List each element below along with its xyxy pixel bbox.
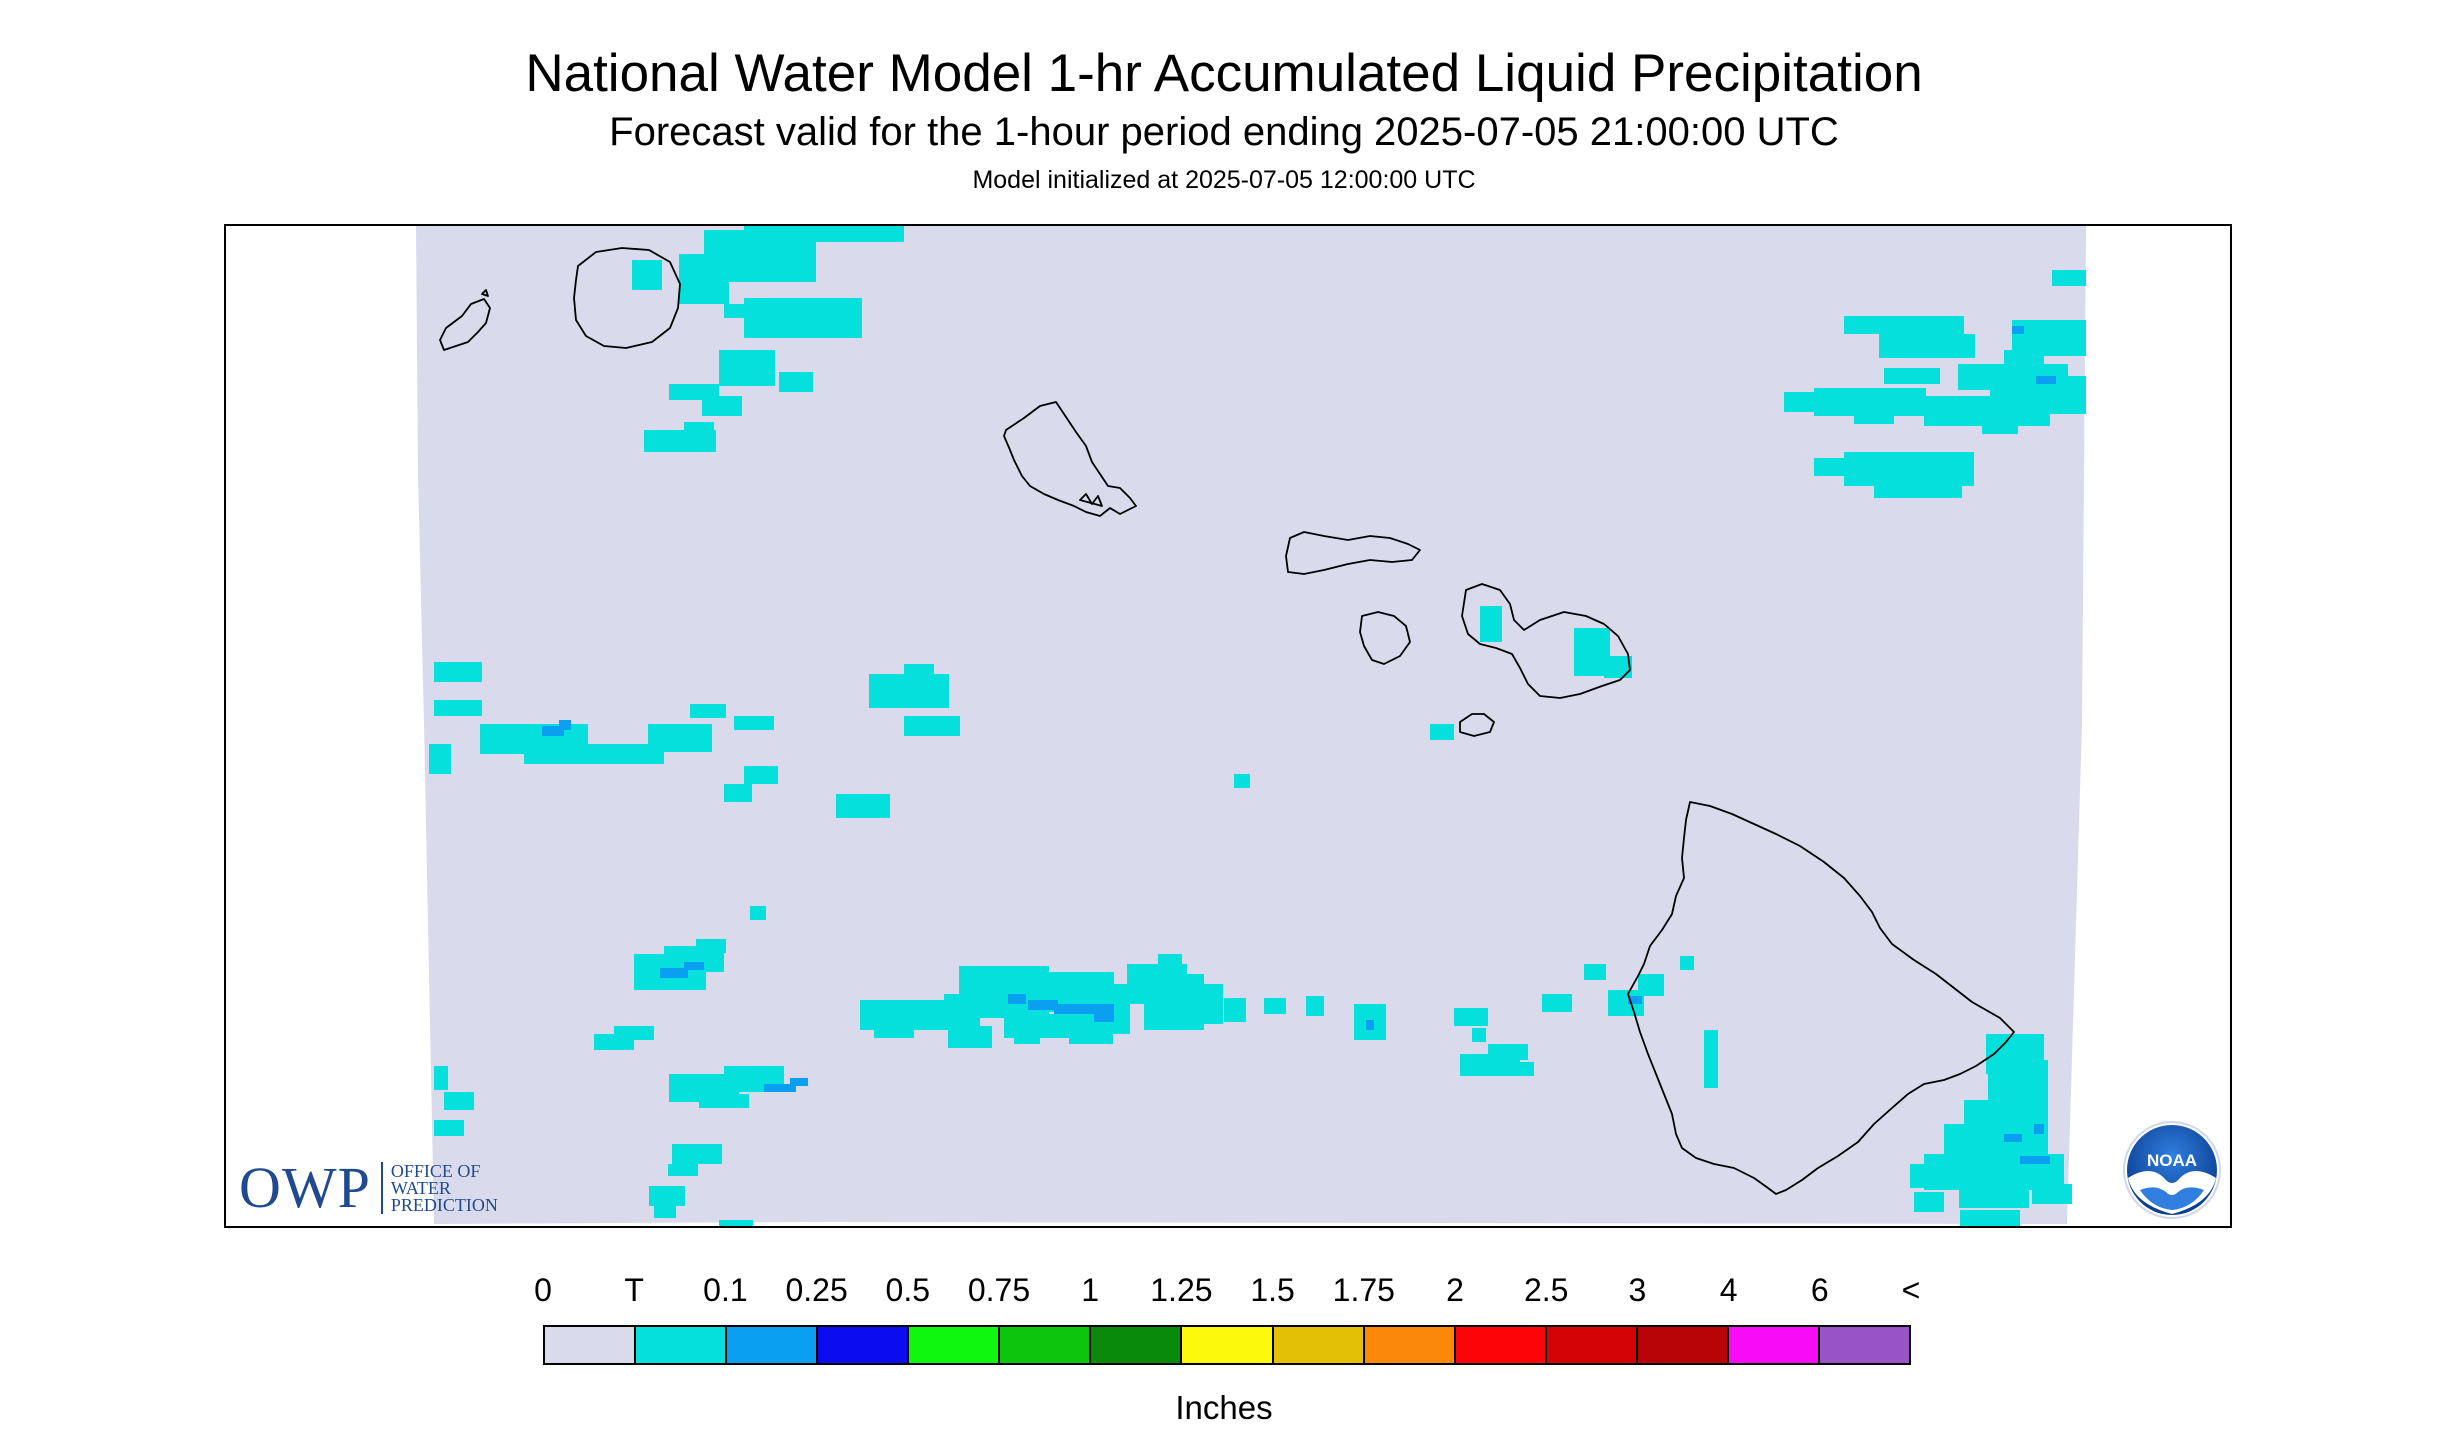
owp-logo-lines: OFFICE OF WATER PREDICTION bbox=[390, 1160, 498, 1215]
precip-light-areas bbox=[542, 326, 2056, 1164]
legend-tick-label: 6 bbox=[1810, 1272, 1829, 1308]
legend-tick-label: 0.5 bbox=[885, 1272, 931, 1308]
legend-swatch bbox=[1091, 1327, 1183, 1363]
legend-tick-label: 1.5 bbox=[1250, 1272, 1295, 1308]
legend-swatch bbox=[1364, 1327, 1456, 1363]
legend-swatch bbox=[1000, 1327, 1092, 1363]
legend-swatch bbox=[545, 1327, 637, 1363]
owp-logo-divider bbox=[380, 1162, 383, 1214]
legend-swatch bbox=[909, 1327, 1001, 1363]
model-init-line: Model initialized at 2025-07-05 12:00:00… bbox=[972, 166, 1476, 194]
island-outlines bbox=[439, 247, 2015, 1195]
owp-logo-word: OWP bbox=[239, 1155, 371, 1220]
legend-tick-label: 1.25 bbox=[1150, 1272, 1213, 1308]
owp-logo: OWP OFFICE OF WATER PREDICTION bbox=[239, 1158, 498, 1218]
precipitation-map bbox=[224, 224, 2232, 1228]
owp-logo-line1: OFFICE OF bbox=[390, 1160, 481, 1181]
model-domain bbox=[416, 226, 2086, 1224]
precip-trace-areas bbox=[429, 226, 2086, 1226]
legend-tick-label: 0 bbox=[534, 1272, 552, 1308]
legend-tick-label: 0.25 bbox=[785, 1272, 848, 1308]
map-title: National Water Model 1-hr Accumulated Li… bbox=[525, 44, 1923, 103]
legend-tick-label: 1.75 bbox=[1332, 1272, 1395, 1308]
legend-tick-label: 2 bbox=[1446, 1272, 1464, 1308]
legend-tick-label: T bbox=[624, 1272, 644, 1308]
legend-swatch bbox=[1728, 1327, 1820, 1363]
legend-colorbar bbox=[543, 1325, 1911, 1365]
owp-logo-line3: PREDICTION bbox=[390, 1194, 498, 1215]
legend-tick-label: < bbox=[1901, 1272, 1921, 1308]
forecast-valid-subtitle: Forecast valid for the 1-hour period end… bbox=[609, 110, 1839, 154]
legend-swatch bbox=[818, 1327, 910, 1363]
legend-tick-label: 4 bbox=[1719, 1272, 1738, 1308]
legend-labels: 0 T 0.1 0.25 0.5 0.75 1 1.25 1.5 1.75 2 2.5 3 4 6 < bbox=[0, 1270, 2448, 1310]
owp-logo-line2: WATER bbox=[390, 1177, 451, 1198]
legend-swatch bbox=[1819, 1327, 1909, 1363]
legend-swatch bbox=[1455, 1327, 1547, 1363]
legend-swatch bbox=[636, 1327, 728, 1363]
noaa-logo: NOAA bbox=[2122, 1120, 2222, 1220]
noaa-logo-text: NOAA bbox=[2147, 1151, 2197, 1170]
legend-tick-label: 1 bbox=[1081, 1272, 1100, 1308]
legend-units-label: Inches bbox=[1175, 1389, 1273, 1426]
legend-swatch bbox=[727, 1327, 819, 1363]
legend-swatch bbox=[1637, 1327, 1729, 1363]
legend-tick-label: 0.1 bbox=[703, 1272, 748, 1308]
legend-tick-label: 0.75 bbox=[967, 1272, 1031, 1308]
legend-swatch bbox=[1182, 1327, 1274, 1363]
legend-tick-label: 3 bbox=[1628, 1272, 1647, 1308]
legend-swatch bbox=[1273, 1327, 1365, 1363]
legend-tick-label: 2.5 bbox=[1523, 1272, 1569, 1308]
legend-swatch bbox=[1546, 1327, 1638, 1363]
